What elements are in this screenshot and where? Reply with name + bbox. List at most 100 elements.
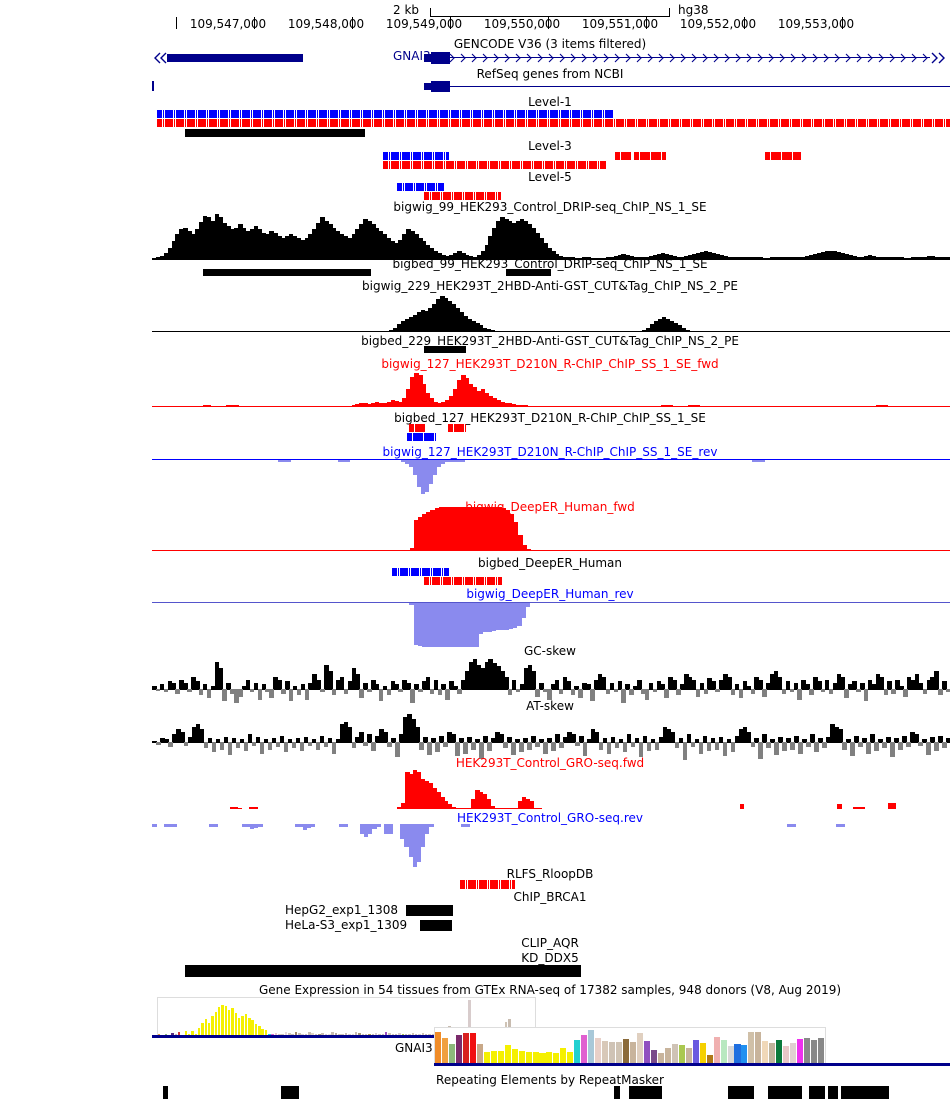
skew-bar [359,732,365,742]
wiggle-bar [669,321,675,332]
skew-bar [511,680,517,689]
wiggle-bar [648,256,654,260]
bigbed-rchip-red-1[interactable] [409,424,426,432]
wiggle-bar [465,824,471,827]
repeat-feature-4[interactable] [629,1086,662,1099]
kd-ddx5-feature[interactable] [185,965,581,977]
rlfs-feature[interactable] [460,880,515,889]
skew-bar [687,677,693,689]
level3-red-fragment-3[interactable] [765,152,801,160]
wiggle-bar [218,217,223,260]
skew-bar [515,739,520,742]
wiggle-bar [773,257,779,260]
skew-bar [449,681,454,689]
wiggle-bar [478,603,483,634]
gtex-bar [221,1005,224,1036]
hepg2-feature[interactable] [406,905,453,916]
level3-red-fragment-2[interactable] [634,152,666,160]
wiggle-bar [539,238,544,260]
wiggle-bar [206,217,212,260]
ruler-tick-mark [842,17,843,29]
wiggle-bar [408,824,414,857]
skew-bar [253,683,259,689]
refseq-gnai3-exon1[interactable] [431,81,450,92]
level3-red-feature[interactable] [383,161,606,169]
wiggle-bar [500,402,505,407]
wiggle-bar [382,403,388,407]
repeat-feature-5[interactable] [728,1086,754,1099]
bigbed-deeper-red[interactable] [424,577,502,585]
gtex-bar [497,1051,504,1064]
gtex-bar [483,1052,490,1064]
skew-bar [734,736,740,742]
wiggle-bar [253,226,259,260]
wiggle-bar [343,824,348,827]
skew-bar [570,734,576,742]
track-label-bigwig-deeper-rev: bigwig_DeepER_Human_rev [466,587,634,601]
wiggle-bar [238,224,243,260]
wiggle-bar [198,222,204,260]
bigbed-deeper-blue[interactable] [392,568,449,576]
gene-label-gnai3-left[interactable]: GNAI3 [393,49,431,63]
skew-bar [690,742,696,747]
skew-bar [914,674,920,689]
level1-black-bar[interactable] [185,129,365,137]
skew-bar [515,689,521,692]
refseq-gnai3-utr[interactable] [424,83,432,90]
wiggle-bar [288,234,294,260]
wiggle-bar [875,257,881,260]
gencode-gnai3-exon1[interactable] [431,52,450,64]
wiggle-bar [860,807,865,810]
bigbed-rchip-blue-1[interactable] [407,433,436,441]
repeat-feature-2[interactable] [281,1086,299,1099]
bigbed-drip-feature-2[interactable] [506,269,551,276]
skew-bar [666,729,672,742]
bigbed-rchip-red-2[interactable] [448,424,466,432]
skew-bar [415,727,420,742]
level3-red-fragment-1[interactable] [615,152,631,160]
wiggle-bar [681,328,686,332]
skew-bar [457,689,462,694]
skew-bar [794,736,799,742]
gtex-bar [274,1033,278,1036]
wiggle-bar [455,308,461,332]
skew-bar [554,734,560,742]
wiggle-bar [468,256,474,260]
gtex-bar [713,1037,720,1064]
repeat-feature-8[interactable] [828,1086,838,1099]
gtex-bar [228,1010,231,1036]
repeat-feature-3[interactable] [614,1086,620,1099]
wiggle-bar [860,257,865,260]
level1-blue-feature[interactable] [157,110,613,118]
skew-bar [805,684,810,689]
hela-feature[interactable] [420,920,452,931]
bigbed-drip-feature-1[interactable] [203,269,371,276]
skew-bar [582,683,587,689]
skew-bar [504,677,509,689]
wiggle-bar [375,824,381,827]
level3-blue-feature[interactable] [383,152,449,160]
skew-bar [283,742,289,752]
skew-bar [618,739,624,742]
wig-gro-fwd [152,769,950,810]
wiggle-bar [938,257,943,260]
gtex-gene-panel[interactable] [434,1027,826,1065]
skew-bar [433,680,439,689]
skew-bar [610,737,616,742]
repeat-feature-6[interactable] [768,1086,802,1099]
bigbed-cuttag-feature-1[interactable] [424,346,466,353]
repeat-feature-9[interactable] [841,1086,889,1099]
level1-red-feature[interactable] [157,119,950,127]
repeat-feature-1[interactable] [163,1086,168,1099]
level5-blue-feature[interactable] [397,183,444,191]
repeat-feature-7[interactable] [809,1086,825,1099]
gencode-left-exon[interactable] [167,54,303,62]
gencode-gnai3-utr[interactable] [424,54,432,62]
gtex-bar [234,1013,238,1036]
wiggle-bar [459,507,465,551]
level5-red-feature[interactable] [424,192,501,200]
skew-bar [179,732,185,742]
skew-bar [946,689,950,692]
skew-bar [695,689,701,697]
wiggle-bar [233,807,239,810]
